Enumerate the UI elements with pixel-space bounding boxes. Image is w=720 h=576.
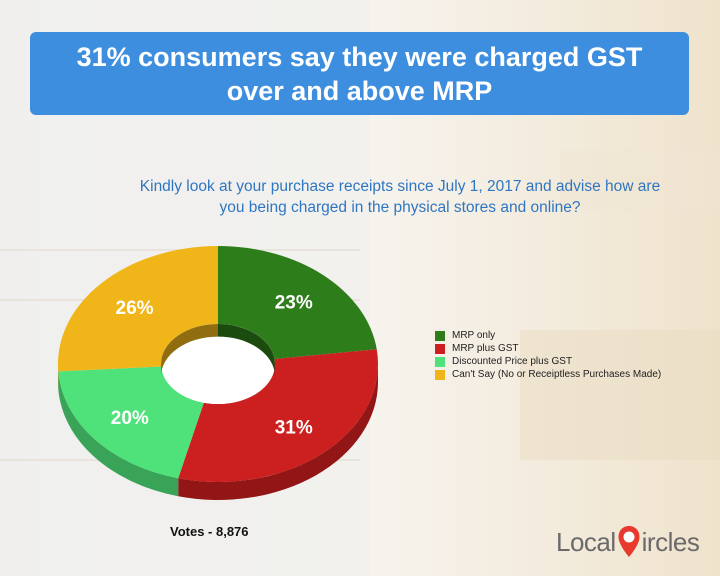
slice-2 <box>58 366 204 479</box>
data-label-0: 23% <box>275 293 313 314</box>
page-title: 31% consumers say they were charged GST … <box>76 41 643 106</box>
slice-inner-wall-3-1 <box>161 324 218 377</box>
logo-text-left: Local <box>556 526 616 557</box>
data-label-3: 26% <box>116 298 154 319</box>
slice-inner-wall-0-0 <box>218 324 275 372</box>
legend-label: Can't Say (No or Receiptless Purchases M… <box>452 369 662 380</box>
localcircles-logo: Local ircles <box>556 522 700 562</box>
title-banner: 31% consumers say they were charged GST … <box>30 32 689 115</box>
survey-question: Kindly look at your purchase receipts si… <box>139 178 661 216</box>
legend-label: Discounted Price plus GST <box>452 356 573 367</box>
votes-count: Votes - 8,876 <box>170 524 249 539</box>
legend-label: MRP only <box>452 330 496 341</box>
logo-text-right: ircles <box>641 526 700 557</box>
legend-item: Can't Say (No or Receiptless Purchases M… <box>435 368 661 381</box>
legend-item: MRP plus GST <box>435 342 661 355</box>
slice-3 <box>57 246 218 372</box>
legend-swatch <box>435 369 445 380</box>
legend-swatch <box>435 356 445 367</box>
slice-0 <box>218 246 377 359</box>
legend-swatch <box>435 343 445 354</box>
slice-side-1 <box>178 364 378 500</box>
location-pin-icon <box>618 526 640 557</box>
slice-side-2 <box>58 371 179 497</box>
data-label-1: 31% <box>275 417 313 438</box>
legend-swatch <box>435 330 445 341</box>
legend-item: Discounted Price plus GST <box>435 355 661 368</box>
legend-item: MRP only <box>435 329 661 342</box>
data-label-2: 20% <box>111 408 149 429</box>
legend-label: MRP plus GST <box>452 343 519 354</box>
slice-1 <box>178 349 378 483</box>
donut-hole <box>161 324 275 404</box>
chart-legend: MRP only MRP plus GST Discounted Price plu… <box>435 329 661 381</box>
